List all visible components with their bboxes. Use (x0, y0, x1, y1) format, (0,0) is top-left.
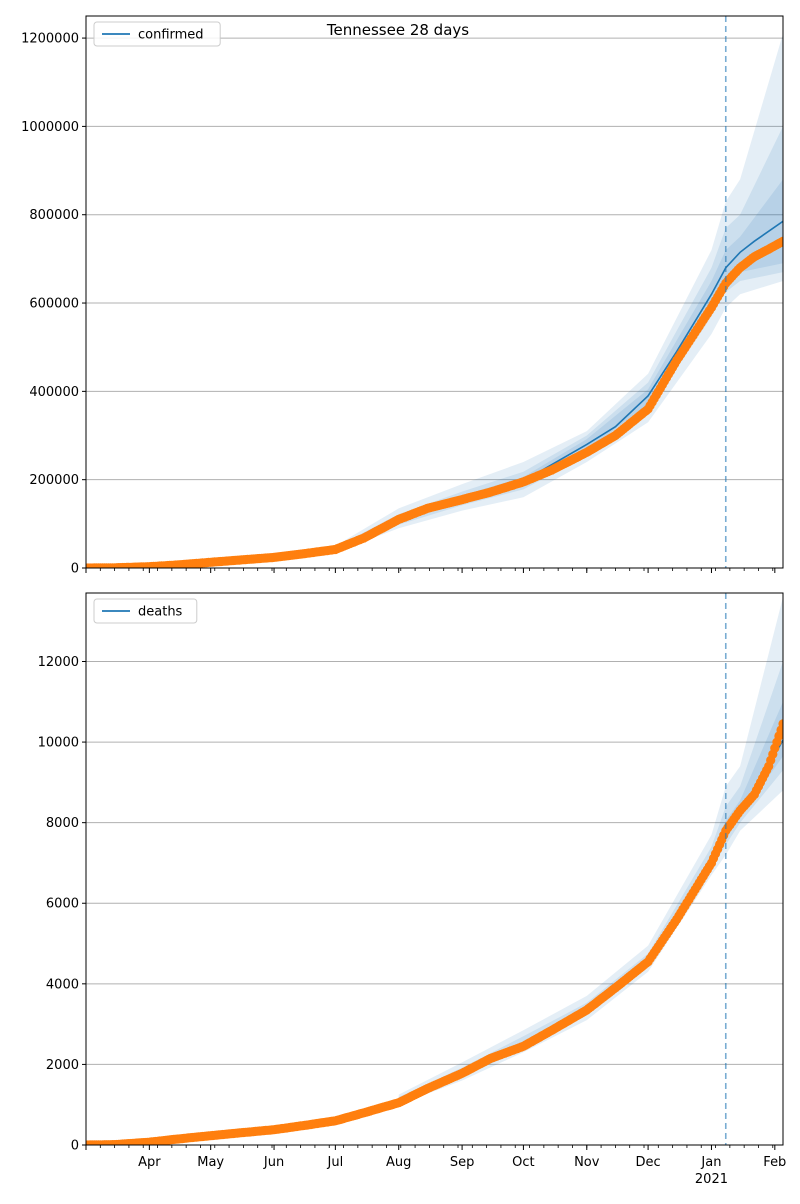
legend-box (93, 598, 198, 624)
x-year-label: 2021 (695, 1172, 728, 1187)
y-tick-label: 1000000 (21, 120, 79, 135)
uncertainty-band (335, 33, 783, 553)
x-tick-label: Oct (512, 1155, 534, 1170)
uncertainty-band (335, 179, 783, 550)
legend-label: deaths (138, 605, 183, 620)
x-tick-label: Jan (700, 1155, 721, 1170)
plot-area (86, 597, 783, 1145)
y-tick-label: 12000 (38, 655, 79, 670)
x-tick-label: May (197, 1155, 224, 1170)
x-tick-label: Apr (138, 1155, 161, 1170)
x-tick-label: Feb (763, 1155, 786, 1170)
legend-box (93, 21, 221, 47)
axes-frame (85, 592, 784, 1146)
x-tick-label: Sep (450, 1155, 475, 1170)
x-tick-label: Aug (386, 1155, 411, 1170)
y-tick-label: 8000 (46, 816, 79, 831)
x-tick-label: Nov (574, 1155, 600, 1170)
x-tick-label: Dec (636, 1155, 661, 1170)
y-tick-label: 10000 (38, 736, 79, 751)
y-tick-label: 4000 (46, 977, 79, 992)
uncertainty-band (335, 126, 783, 551)
y-tick-label: 0 (71, 562, 79, 577)
y-tick-label: 2000 (46, 1058, 79, 1073)
y-tick-label: 400000 (29, 385, 79, 400)
chart-panel-confirmed: 0 200000 400000 600000 800000 1000000 1200000 c… (21, 15, 784, 577)
chart-panel-deaths: 0 2000 4000 6000 8000 10000 12000 Apr May Jun Jul A… (38, 592, 786, 1187)
legend-label: confirmed (138, 28, 204, 43)
y-tick-label: 800000 (29, 208, 79, 223)
observed-point (778, 719, 783, 729)
observed-point (778, 236, 783, 246)
x-tick-label: Jun (263, 1155, 284, 1170)
uncertainty-band (398, 701, 783, 1102)
y-tick-label: 1200000 (21, 32, 79, 47)
x-tick-label: Jul (327, 1155, 344, 1170)
plot-area (86, 33, 783, 568)
y-tick-label: 200000 (29, 473, 79, 488)
figure-title: Tennessee 28 days (326, 21, 470, 39)
y-tick-label: 6000 (46, 897, 79, 912)
y-tick-label: 0 (71, 1139, 79, 1154)
axes-frame (85, 15, 784, 569)
y-tick-label: 600000 (29, 297, 79, 312)
